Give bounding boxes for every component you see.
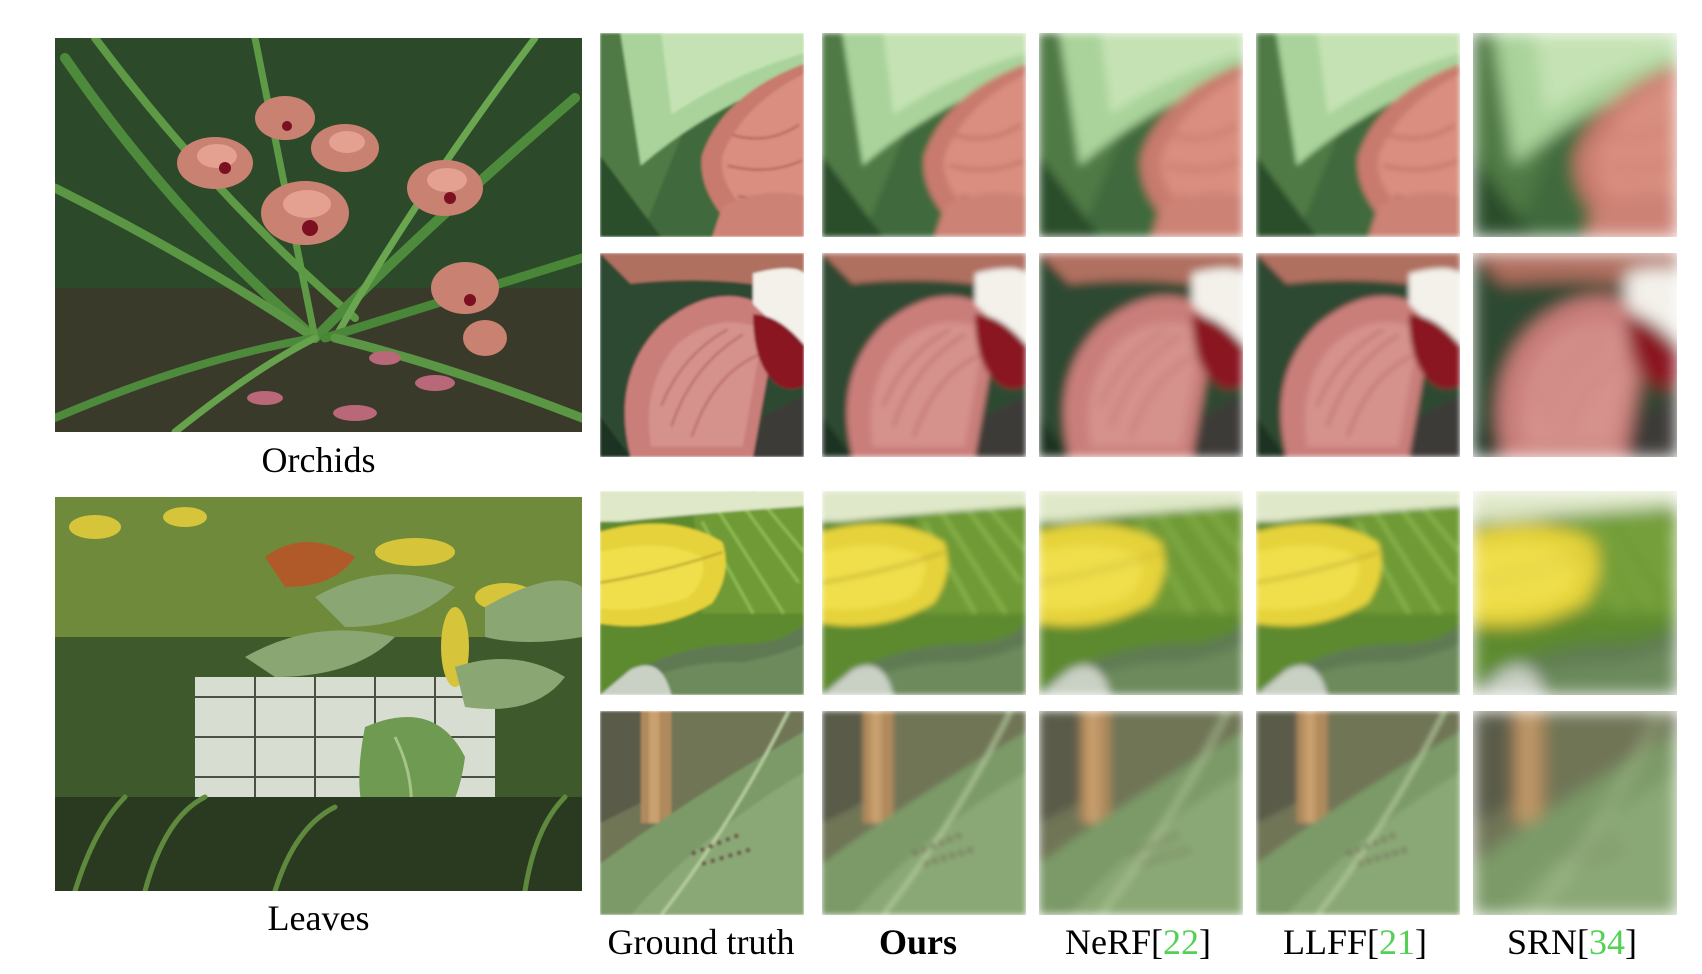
crop-llff-row-1: [1256, 33, 1460, 237]
citation-number: 21: [1379, 922, 1416, 962]
method-name: SRN: [1506, 922, 1578, 962]
scene-label-orchids: Orchids: [261, 440, 376, 480]
crop-llff-row-3: [1256, 491, 1460, 695]
crop-nerf-row-2: [1039, 253, 1243, 457]
crop-ours-row-4: [822, 711, 1026, 915]
orchids-scene-image: [55, 38, 582, 432]
method-name: NeRF: [1064, 922, 1151, 962]
crop-llff-row-2: [1256, 253, 1460, 457]
crop-ground-truth-row-2: [600, 253, 804, 457]
column-label-ours: Ours: [810, 924, 1026, 960]
crop-ours-row-3: [822, 491, 1026, 695]
crop-llff-row-4: [1256, 711, 1460, 915]
column-label-nerf: NeRF[22]: [1064, 922, 1211, 962]
crop-nerf-row-1: [1039, 33, 1243, 237]
crop-srn-row-2: [1473, 253, 1677, 457]
column-label-srn: SRN[34]: [1506, 922, 1638, 962]
method-name: Ground truth: [607, 922, 795, 962]
crop-ours-row-2: [822, 253, 1026, 457]
crop-srn-row-4: [1473, 711, 1677, 915]
method-name: LLFF: [1282, 922, 1368, 962]
crop-nerf-row-3: [1039, 491, 1243, 695]
crop-ours-row-1: [822, 33, 1026, 237]
column-label-ground-truth: Ground truth: [588, 924, 814, 960]
scene-label-leaves: Leaves: [267, 898, 370, 938]
crop-ground-truth-row-4: [600, 711, 804, 915]
crop-srn-row-3: [1473, 491, 1677, 695]
column-label-llff: LLFF[21]: [1282, 922, 1428, 962]
leaves-scene-image: [55, 497, 582, 891]
crop-nerf-row-4: [1039, 711, 1243, 915]
citation-number: 34: [1589, 922, 1626, 962]
crop-ground-truth-row-1: [600, 33, 804, 237]
method-name: Ours: [878, 922, 957, 962]
crop-srn-row-1: [1473, 33, 1677, 237]
crop-ground-truth-row-3: [600, 491, 804, 695]
citation-number: 22: [1163, 922, 1199, 962]
